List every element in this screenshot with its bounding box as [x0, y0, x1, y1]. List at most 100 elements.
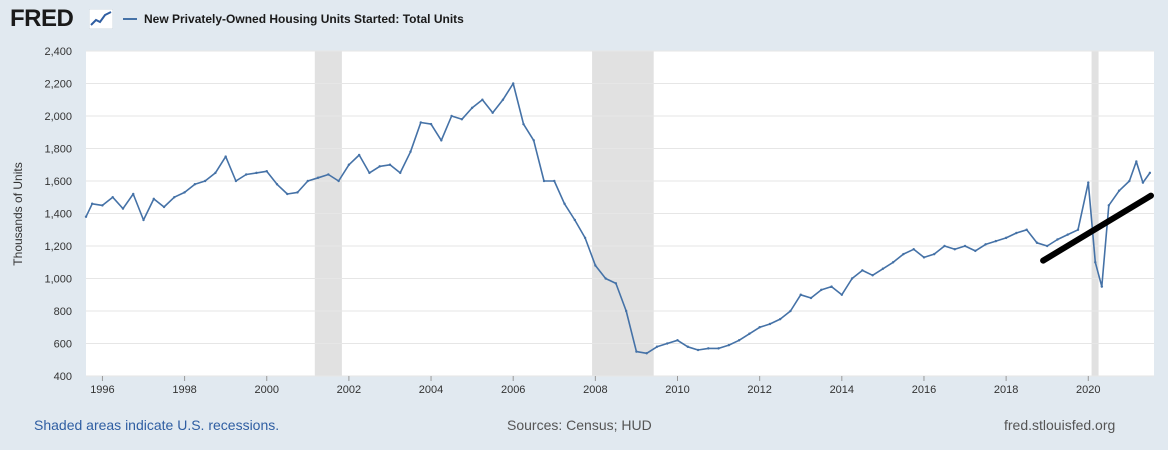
data-point	[563, 202, 566, 205]
data-point	[532, 139, 535, 142]
data-point	[224, 155, 227, 158]
data-point	[429, 122, 433, 126]
data-point	[460, 118, 464, 121]
y-tick-label: 1,800	[44, 144, 72, 156]
data-point	[142, 218, 145, 222]
x-tick-label: 2016	[912, 384, 936, 396]
data-point	[861, 269, 864, 272]
data-point	[1015, 231, 1018, 235]
data-point	[440, 139, 443, 142]
data-point	[388, 163, 392, 166]
x-tick-label: 1998	[172, 384, 196, 396]
data-point	[275, 183, 279, 186]
data-point	[1107, 204, 1111, 207]
data-point	[1066, 233, 1069, 236]
data-point	[1035, 241, 1039, 244]
series-title[interactable]: New Privately-Owned Housing Units Starte…	[144, 12, 464, 26]
data-point	[193, 183, 197, 186]
recession-note[interactable]: Shaded areas indicate U.S. recessions.	[34, 417, 280, 433]
data-point	[953, 248, 956, 251]
data-point	[1025, 228, 1028, 231]
data-point	[327, 173, 330, 176]
y-tick-label: 1,000	[44, 274, 72, 286]
x-tick-label: 2012	[747, 384, 771, 396]
data-point	[419, 121, 422, 124]
data-point	[994, 239, 998, 243]
data-point	[481, 98, 484, 101]
data-point	[111, 196, 114, 199]
header: FRED New Privately-Owned Housing Units S…	[0, 0, 1168, 40]
data-point	[737, 339, 741, 342]
data-point	[265, 170, 268, 173]
data-point	[101, 204, 104, 207]
data-point	[450, 114, 453, 118]
data-point	[789, 309, 792, 313]
data-point	[1135, 160, 1138, 163]
data-point	[378, 165, 381, 168]
data-point	[173, 196, 176, 199]
x-tick-label: 2004	[419, 384, 443, 396]
y-tick-label: 2,200	[44, 79, 72, 91]
data-point	[409, 150, 412, 153]
data-point	[850, 277, 854, 280]
data-point	[162, 205, 166, 209]
data-point	[90, 202, 94, 205]
chart-trend-icon	[89, 9, 113, 29]
data-point	[727, 343, 731, 347]
data-point	[758, 326, 761, 329]
data-point	[203, 179, 207, 183]
x-tick-label: 2006	[501, 384, 525, 396]
site-link[interactable]: fred.stlouisfed.org	[1004, 417, 1116, 433]
data-point	[583, 236, 587, 240]
data-point	[707, 347, 710, 350]
x-tick-label: 2014	[830, 384, 854, 396]
y-tick-label: 2,400	[44, 46, 72, 58]
data-point	[779, 317, 782, 321]
data-point	[152, 197, 155, 201]
data-point	[183, 191, 186, 194]
data-point	[368, 171, 371, 175]
data-point	[809, 296, 813, 300]
y-tick-layer: 400 600 800 1,000 1,200 1,400 1,600 1,800 2,000 2…	[44, 46, 72, 383]
y-tick-label: 1,600	[44, 176, 72, 188]
y-tick-label: 600	[54, 339, 72, 351]
data-point	[871, 274, 874, 277]
data-point	[891, 261, 895, 264]
data-point	[234, 179, 238, 183]
data-point	[984, 243, 987, 246]
data-point	[522, 122, 525, 126]
data-point	[902, 252, 905, 256]
data-point	[943, 244, 946, 248]
y-tick-label: 2,000	[44, 111, 72, 123]
data-point	[1117, 189, 1121, 192]
data-point	[296, 191, 299, 194]
x-tick-label: 2008	[583, 384, 607, 396]
x-tick-label: 2002	[337, 384, 361, 396]
data-point	[922, 256, 926, 259]
fred-logo[interactable]: FRED	[10, 5, 74, 32]
point-layer	[84, 82, 1152, 355]
data-point	[696, 348, 700, 352]
data-point	[799, 293, 802, 296]
data-point	[717, 347, 720, 350]
data-point	[255, 171, 258, 175]
y-tick-label: 1,200	[44, 241, 72, 253]
x-tick-label: 2020	[1076, 384, 1100, 396]
data-point	[132, 192, 135, 196]
data-point	[912, 248, 915, 251]
data-point	[512, 82, 515, 85]
data-point	[963, 244, 967, 248]
y-tick-label: 1,400	[44, 209, 72, 221]
data-point	[1087, 181, 1090, 184]
grid-layer	[86, 50, 1154, 377]
data-point	[553, 179, 556, 183]
data-point	[645, 352, 648, 355]
data-point	[347, 163, 351, 166]
data-point	[491, 111, 494, 114]
x-tick-layer: 1996 1998 2000 2002 2004 2006 2008 2010 2012 2014…	[90, 376, 1101, 396]
data-point	[666, 342, 669, 345]
annotation-trendline	[1040, 192, 1154, 264]
data-point	[245, 173, 248, 176]
data-point	[676, 339, 679, 342]
data-point	[1128, 179, 1131, 183]
